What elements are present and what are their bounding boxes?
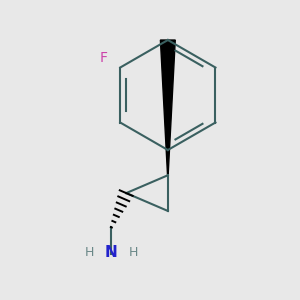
Text: H: H <box>84 246 94 259</box>
Polygon shape <box>160 40 175 175</box>
Text: F: F <box>100 51 107 65</box>
Text: N: N <box>105 245 118 260</box>
Text: H: H <box>129 246 138 259</box>
